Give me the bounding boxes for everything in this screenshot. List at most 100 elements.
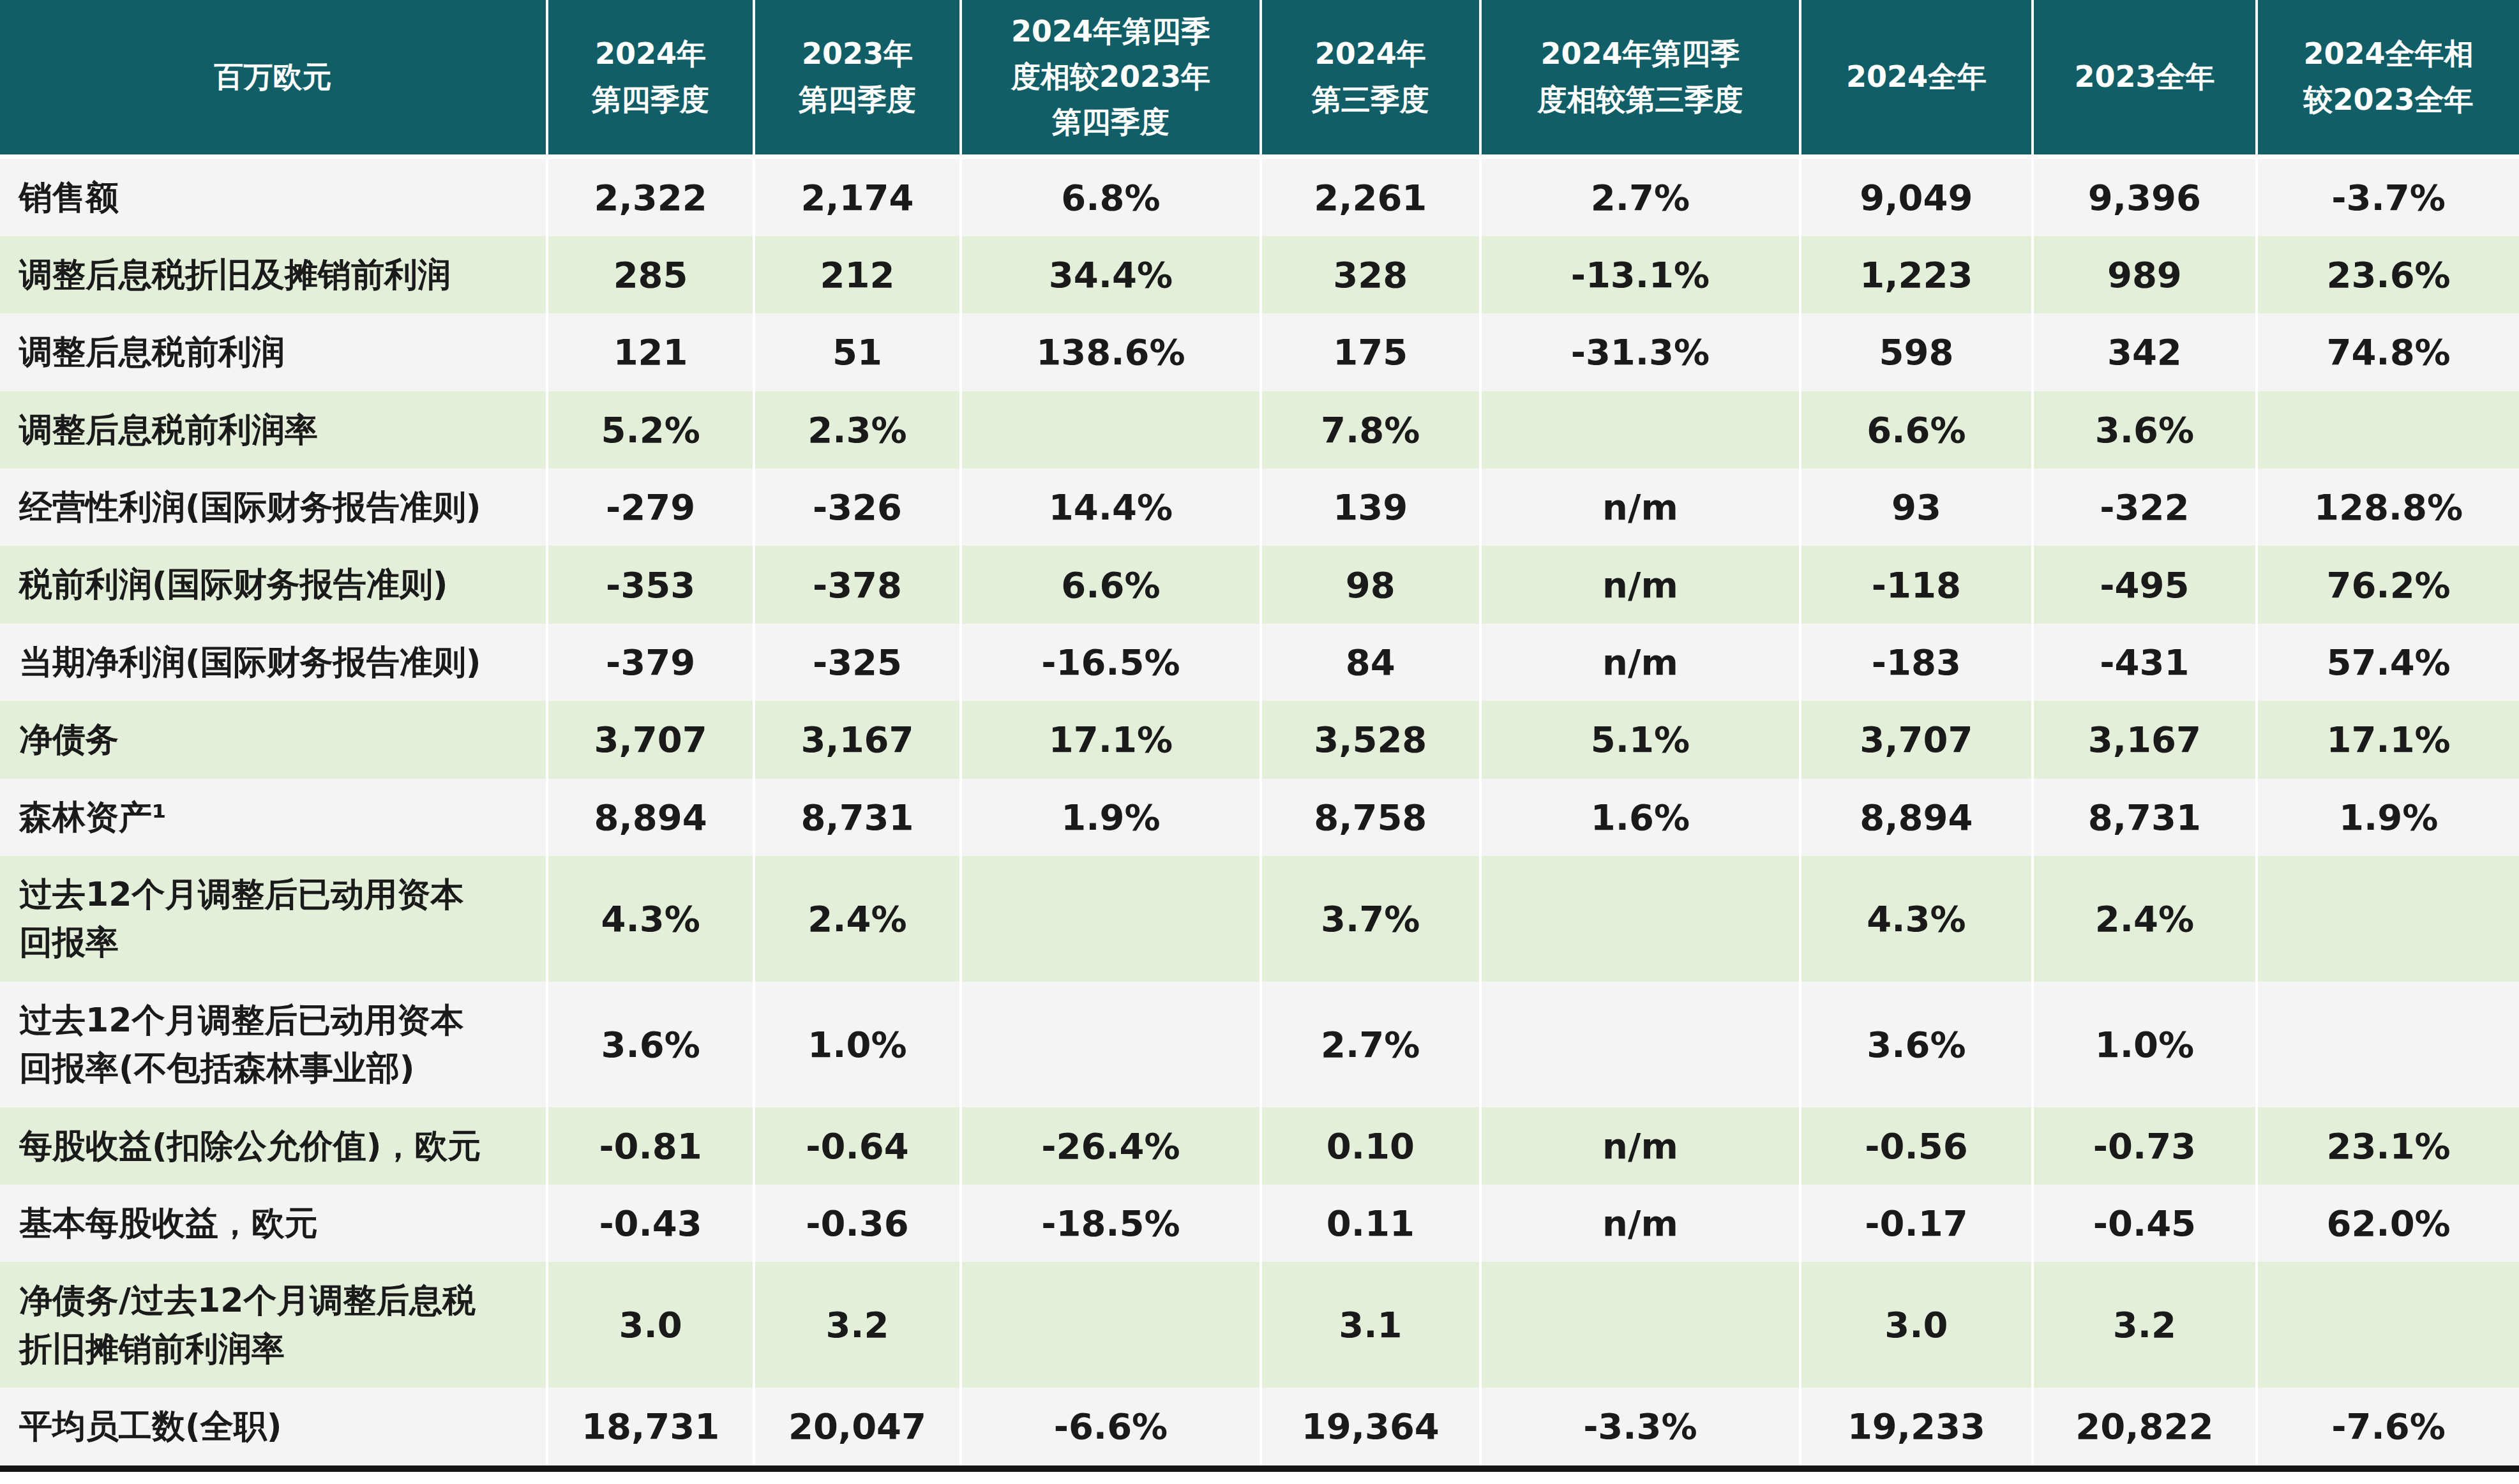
row-label: 经营性利润(国际财务报告准则) xyxy=(0,468,547,546)
data-cell: 3,167 xyxy=(754,701,961,778)
data-cell: 3.6% xyxy=(1800,982,2032,1107)
data-cell: 121 xyxy=(547,313,754,391)
data-cell xyxy=(1480,1262,1801,1388)
row-label: 净债务/过去12个月调整后息税 折旧摊销前利润率 xyxy=(0,1262,547,1388)
data-cell: n/m xyxy=(1480,624,1801,701)
data-cell: 8,758 xyxy=(1261,779,1480,856)
row-label: 每股收益(扣除公允价值)，欧元 xyxy=(0,1107,547,1185)
data-cell: 598 xyxy=(1800,313,2032,391)
data-cell xyxy=(1480,391,1801,468)
data-cell: 14.4% xyxy=(961,468,1261,546)
data-cell: -322 xyxy=(2033,468,2257,546)
data-cell: 3.7% xyxy=(1261,856,1480,982)
data-cell: -26.4% xyxy=(961,1107,1261,1185)
data-cell: 1.9% xyxy=(2257,779,2519,856)
data-cell: 74.8% xyxy=(2257,313,2519,391)
header-cell: 2024年第四季 度相较2023年 第四季度 xyxy=(961,0,1261,156)
data-cell: 175 xyxy=(1261,313,1480,391)
data-cell: 2.7% xyxy=(1261,982,1480,1107)
financial-summary-table: 百万欧元 2024年 第四季度2023年 第四季度2024年第四季 度相较202… xyxy=(0,0,2519,1472)
data-cell: 3.6% xyxy=(2033,391,2257,468)
data-cell: 0.11 xyxy=(1261,1185,1480,1262)
data-cell: -0.81 xyxy=(547,1107,754,1185)
data-cell: 8,894 xyxy=(1800,779,2032,856)
table-row: 经营性利润(国际财务报告准则)-279-32614.4%139n/m93-322… xyxy=(0,468,2519,546)
data-cell: -353 xyxy=(547,546,754,623)
data-cell: -0.64 xyxy=(754,1107,961,1185)
data-cell: 18,731 xyxy=(547,1388,754,1468)
table-row: 税前利润(国际财务报告准则)-353-3786.6%98n/m-118-4957… xyxy=(0,546,2519,623)
header-cell: 2023全年 xyxy=(2033,0,2257,156)
unit-label-header: 百万欧元 xyxy=(0,0,547,156)
data-cell: 5.1% xyxy=(1480,701,1801,778)
data-cell: -0.56 xyxy=(1800,1107,2032,1185)
data-cell: -325 xyxy=(754,624,961,701)
header-row: 百万欧元 2024年 第四季度2023年 第四季度2024年第四季 度相较202… xyxy=(0,0,2519,156)
data-cell: -495 xyxy=(2033,546,2257,623)
data-cell: 3,707 xyxy=(1800,701,2032,778)
row-label: 调整后息税折旧及摊销前利润 xyxy=(0,236,547,313)
row-label: 调整后息税前利润率 xyxy=(0,391,547,468)
row-label: 当期净利润(国际财务报告准则) xyxy=(0,624,547,701)
table-row: 基本每股收益，欧元-0.43-0.36-18.5%0.11n/m-0.17-0.… xyxy=(0,1185,2519,1262)
data-cell xyxy=(961,856,1261,982)
data-cell: n/m xyxy=(1480,1107,1801,1185)
data-cell: 23.1% xyxy=(2257,1107,2519,1185)
data-cell: 212 xyxy=(754,236,961,313)
data-cell: 989 xyxy=(2033,236,2257,313)
data-cell: 84 xyxy=(1261,624,1480,701)
data-cell: 128.8% xyxy=(2257,468,2519,546)
data-cell: -16.5% xyxy=(961,624,1261,701)
data-cell: 3.0 xyxy=(1800,1262,2032,1388)
data-cell: n/m xyxy=(1480,1185,1801,1262)
data-cell: 3,167 xyxy=(2033,701,2257,778)
data-cell xyxy=(961,1262,1261,1388)
table-row: 过去12个月调整后已动用资本 回报率(不包括森林事业部) 3.6% 1.0% 2.7%… xyxy=(0,982,2519,1107)
data-cell: 1.0% xyxy=(754,982,961,1107)
data-cell: 17.1% xyxy=(2257,701,2519,778)
data-cell: 98 xyxy=(1261,546,1480,623)
data-cell: -431 xyxy=(2033,624,2257,701)
data-cell: 62.0% xyxy=(2257,1185,2519,1262)
row-label: 平均员工数(全职) xyxy=(0,1388,547,1468)
row-label: 基本每股收益，欧元 xyxy=(0,1185,547,1262)
data-cell: 3.0 xyxy=(547,1262,754,1388)
data-cell: 6.8% xyxy=(961,156,1261,236)
data-cell xyxy=(961,982,1261,1107)
data-cell: 342 xyxy=(2033,313,2257,391)
data-cell: 0.10 xyxy=(1261,1107,1480,1185)
data-cell: -13.1% xyxy=(1480,236,1801,313)
data-cell xyxy=(1480,856,1801,982)
data-cell: n/m xyxy=(1480,546,1801,623)
row-label: 过去12个月调整后已动用资本 回报率(不包括森林事业部) xyxy=(0,982,547,1107)
data-cell: -31.3% xyxy=(1480,313,1801,391)
data-cell: -0.43 xyxy=(547,1185,754,1262)
table-row: 过去12个月调整后已动用资本 回报率4.3%2.4%3.7%4.3%2.4% xyxy=(0,856,2519,982)
data-cell: -0.73 xyxy=(2033,1107,2257,1185)
data-cell: -326 xyxy=(754,468,961,546)
data-cell: 51 xyxy=(754,313,961,391)
data-cell xyxy=(2257,391,2519,468)
data-cell: 6.6% xyxy=(961,546,1261,623)
data-cell: -7.6% xyxy=(2257,1388,2519,1468)
table-row: 销售额2,3222,1746.8%2,2612.7%9,0499,396-3.7… xyxy=(0,156,2519,236)
data-cell: 3,707 xyxy=(547,701,754,778)
table-row: 调整后息税前利润12151138.6%175-31.3%59834274.8% xyxy=(0,313,2519,391)
header-cell: 2024年 第三季度 xyxy=(1261,0,1480,156)
data-cell: -0.36 xyxy=(754,1185,961,1262)
data-cell: -3.3% xyxy=(1480,1388,1801,1468)
data-cell: 76.2% xyxy=(2257,546,2519,623)
table-row: 净债务3,7073,16717.1%3,5285.1%3,7073,16717.… xyxy=(0,701,2519,778)
table-row: 调整后息税折旧及摊销前利润28521234.4%328-13.1%1,22398… xyxy=(0,236,2519,313)
data-cell: -0.45 xyxy=(2033,1185,2257,1262)
data-cell: 19,233 xyxy=(1800,1388,2032,1468)
data-cell: 138.6% xyxy=(961,313,1261,391)
data-cell: 8,731 xyxy=(2033,779,2257,856)
data-cell xyxy=(2257,1262,2519,1388)
data-cell: 8,731 xyxy=(754,779,961,856)
data-cell: 4.3% xyxy=(1800,856,2032,982)
table-row: 平均员工数(全职)18,73120,047-6.6%19,364-3.3%19,… xyxy=(0,1388,2519,1468)
data-cell: 139 xyxy=(1261,468,1480,546)
data-cell: 20,822 xyxy=(2033,1388,2257,1468)
row-label: 净债务 xyxy=(0,701,547,778)
